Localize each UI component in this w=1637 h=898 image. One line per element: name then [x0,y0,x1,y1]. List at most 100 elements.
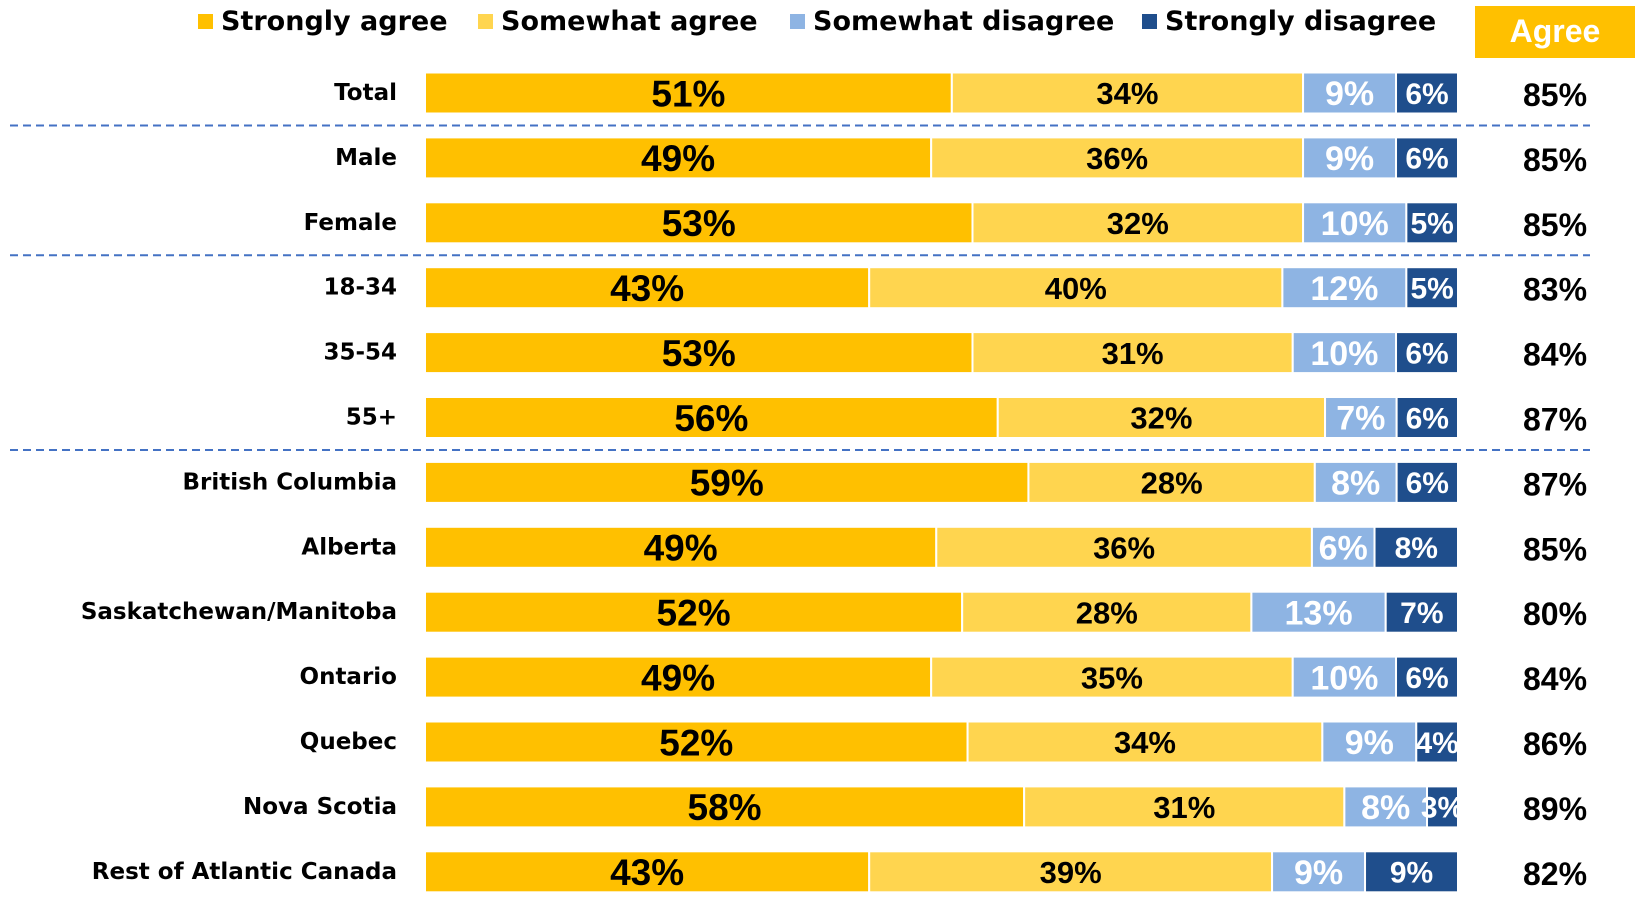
category-label: Rest of Atlantic Canada [92,859,397,885]
data-label: 12% [1310,270,1378,308]
agree-value: 84% [1523,337,1587,373]
data-label: 31% [1102,336,1164,371]
bar-segment [1302,201,1408,245]
data-label: 36% [1086,141,1148,176]
data-label: 6% [1405,662,1448,695]
bar-segment [1023,785,1346,829]
data-label: 3% [1421,792,1464,825]
bar-segment [1373,525,1460,569]
data-label: 10% [1310,659,1378,697]
data-label: 53% [662,203,736,244]
bar-segment [1384,590,1459,634]
chart-row: Nova Scotia 58% 31% 8% 3% 89% [243,785,1587,829]
chart-row: British Columbia 59% 28% 8% 6% 87% [183,460,1587,504]
bar-segment [424,460,1030,504]
data-label: 34% [1096,76,1158,111]
data-label: 10% [1310,335,1378,373]
bar-segment [971,331,1294,375]
category-label: Nova Scotia [243,794,397,820]
bar-segment [1310,525,1376,569]
data-label: 52% [657,593,731,634]
data-label: 35% [1081,660,1143,695]
bar-segment [868,850,1274,894]
bar-segment [1291,655,1398,699]
agree-value: 87% [1523,466,1587,502]
data-label: 5% [1410,208,1453,241]
bar-segment [1302,71,1398,115]
category-label: Saskatchewan/Manitoba [81,599,397,625]
data-label: 32% [1130,401,1192,436]
legend: Strongly agree Somewhat agree Somewhat dis… [198,6,1436,37]
bar-segment [1395,331,1460,375]
bar-segment [424,720,969,764]
chart-row: Saskatchewan/Manitoba 52% 28% 13% 7% 80% [81,590,1587,634]
data-label: 51% [651,73,725,114]
chart-row: Total 51% 34% 9% 6% 85% [334,71,1587,115]
chart-row: 18-34 43% 40% 12% 5% 83% [323,266,1587,310]
data-label: 34% [1114,725,1176,760]
bar-segment [424,266,871,310]
data-label: 49% [644,528,718,569]
data-label: 43% [610,852,684,893]
data-label: 36% [1093,530,1155,565]
data-label: 53% [662,333,736,374]
category-label: 55+ [346,405,397,431]
legend-label-1: Somewhat agree [501,6,758,37]
bar-segment [1324,396,1398,439]
bar-segment [1415,720,1460,764]
data-label: 6% [1405,143,1448,176]
data-label: 8% [1361,789,1410,827]
data-label: 8% [1395,532,1438,565]
bar-segment [971,201,1305,245]
bar-segment [424,201,974,245]
category-label: Total [334,80,397,106]
bar-segment [1291,331,1398,375]
data-label: 9% [1325,75,1374,113]
bar-segment [950,71,1305,115]
chart-row: Female 53% 32% 10% 5% 85% [304,201,1587,245]
bar-segment [1405,201,1459,245]
data-label: 56% [674,398,748,439]
bar-segment [1271,850,1367,894]
bar-segment [1281,266,1408,310]
data-label: 7% [1336,400,1385,438]
bar-segment [930,136,1305,180]
bar-segment [424,785,1026,829]
legend-label-3: Strongly disagree [1165,6,1436,37]
agree-header-label: Agree [1510,13,1601,49]
data-label: 6% [1406,402,1449,435]
bar-segment [424,525,938,569]
data-label: 6% [1319,530,1368,568]
bar-segment [1395,71,1460,115]
bar-segment [424,655,933,699]
data-label: 59% [690,463,764,504]
data-label: 6% [1405,78,1448,111]
data-label: 28% [1076,595,1138,630]
data-label: 4% [1415,727,1458,760]
data-label: 5% [1411,273,1454,306]
bar-segment [996,396,1327,439]
legend-label-0: Strongly agree [221,6,448,37]
bar-segment [424,590,964,634]
bar-segment [1395,396,1460,439]
legend-swatch-2 [790,14,805,29]
agree-value: 82% [1523,856,1587,892]
agree-value: 85% [1523,207,1587,243]
category-label: 35-54 [323,340,397,366]
data-label: 49% [641,657,715,698]
bar-segment [1395,655,1460,699]
chart-row: Quebec 52% 34% 9% 4% 86% [300,720,1587,764]
legend-swatch-1 [478,14,493,29]
data-label: 13% [1285,594,1353,632]
bar-segment [1027,460,1316,504]
data-label: 39% [1040,855,1102,890]
agree-value: 84% [1523,661,1587,697]
data-label: 6% [1406,467,1449,500]
chart-rows: Total 51% 34% 9% 6% 85%Male 49% 36% 9% 6% 85%Femal… [81,71,1587,894]
bar-segment [424,850,871,894]
data-label: 6% [1405,337,1448,370]
data-label: 10% [1321,205,1389,243]
agree-column-header: Agree [1475,6,1635,58]
category-label: Ontario [300,664,397,690]
